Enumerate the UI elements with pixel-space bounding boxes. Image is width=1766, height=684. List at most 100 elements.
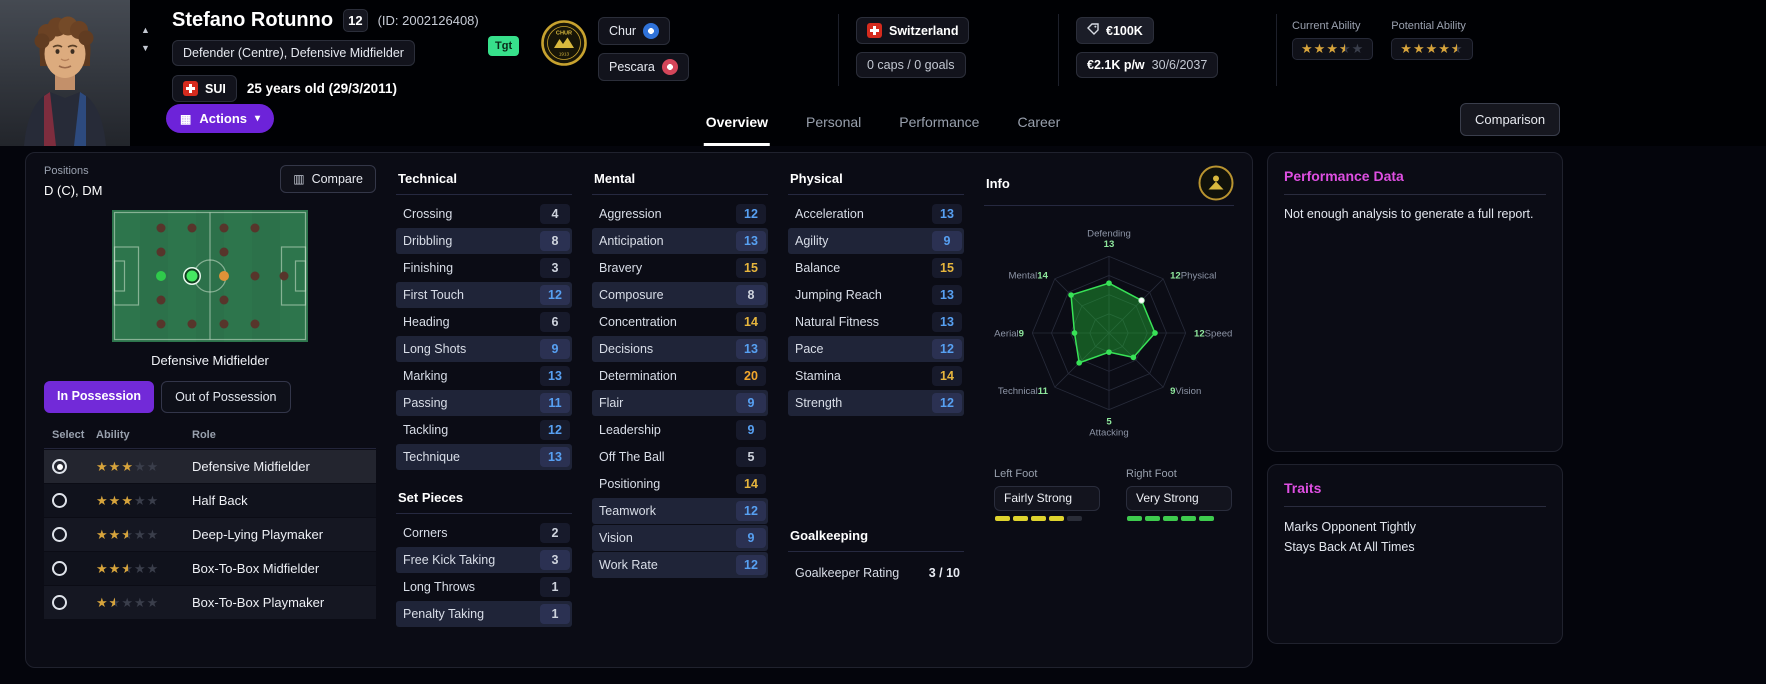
position-dot-none[interactable] xyxy=(219,247,229,257)
star-icon: ★ xyxy=(108,458,121,474)
position-dot-none[interactable] xyxy=(250,271,260,281)
attribute-value: 1 xyxy=(540,577,570,597)
role-select-radio[interactable] xyxy=(52,459,67,474)
tab-performance[interactable]: Performance xyxy=(899,114,980,130)
svg-text:1913: 1913 xyxy=(559,52,570,57)
loan-club-button[interactable]: Pescara xyxy=(598,53,689,81)
position-dot-none[interactable] xyxy=(156,223,166,233)
nationality-code: SUI xyxy=(205,81,226,96)
attribute-label: Stamina xyxy=(795,369,841,383)
left-foot-rating: Left Foot Fairly Strong xyxy=(994,468,1100,521)
position-dot-none[interactable] xyxy=(187,319,197,329)
attribute-row: Natural Fitness 13 xyxy=(788,309,964,335)
tab-career[interactable]: Career xyxy=(1017,114,1061,130)
position-dot-none[interactable] xyxy=(219,223,229,233)
international-block: Switzerland 0 caps / 0 goals xyxy=(856,17,970,78)
position-dot-none[interactable] xyxy=(187,223,197,233)
attribute-row: Leadership 9 xyxy=(592,417,768,443)
position-dot-none[interactable] xyxy=(156,319,166,329)
comparison-button[interactable]: Comparison xyxy=(1460,103,1561,136)
attribute-row: Long Shots 9 xyxy=(396,336,572,362)
tab-overview[interactable]: Overview xyxy=(703,102,771,146)
position-dot-none[interactable] xyxy=(250,319,260,329)
technical-header: Technical xyxy=(396,165,572,195)
attribute-row: Dribbling 8 xyxy=(396,228,572,254)
position-dot-selected[interactable] xyxy=(186,270,198,282)
position-dot-none[interactable] xyxy=(156,247,166,257)
svg-text:Aerial9: Aerial9 xyxy=(994,328,1024,339)
position-dot-none[interactable] xyxy=(219,319,229,329)
previous-player-button[interactable]: ▲ xyxy=(141,25,150,35)
technical-column: Technical Crossing 4 Dribbling 8 Finishing 3 F… xyxy=(396,165,572,655)
attribute-value: 8 xyxy=(540,231,570,251)
goalkeeping-header: Goalkeeping xyxy=(788,522,964,552)
role-row[interactable]: ★★★★★★Box-To-Box Playmaker xyxy=(44,586,376,619)
role-select-radio[interactable] xyxy=(52,561,67,576)
role-select-radio[interactable] xyxy=(52,595,67,610)
attribute-label: Finishing xyxy=(403,261,454,275)
role-row[interactable]: ★★★★★ Defensive Midfielder xyxy=(44,450,376,483)
role-name: Deep-Lying Playmaker xyxy=(192,527,324,542)
attribute-label: Natural Fitness xyxy=(795,315,880,329)
role-row[interactable]: ★★★★★★Box-To-Box Midfielder xyxy=(44,552,376,585)
role-select-radio[interactable] xyxy=(52,493,67,508)
out-of-possession-button[interactable]: Out of Possession xyxy=(161,381,291,413)
svg-text:Mental14: Mental14 xyxy=(1009,271,1049,282)
role-row[interactable]: ★★★★★★Deep-Lying Playmaker xyxy=(44,518,376,551)
position-dot-natural[interactable] xyxy=(156,271,166,281)
attribute-label: Free Kick Taking xyxy=(403,553,496,567)
role-select-radio[interactable] xyxy=(52,527,67,542)
club-button[interactable]: Chur xyxy=(598,17,671,45)
attribute-label: Dribbling xyxy=(403,234,453,248)
tab-personal[interactable]: Personal xyxy=(806,114,862,130)
club-crest[interactable]: CHUR 1913 xyxy=(541,20,587,66)
attribute-label: Positioning xyxy=(599,477,661,491)
star-icon: ★ xyxy=(1438,41,1450,56)
attribute-value: 11 xyxy=(540,393,570,413)
potential-ability-label: Potential Ability xyxy=(1391,20,1466,32)
attribute-label: Long Throws xyxy=(403,580,476,594)
attribute-label: Crossing xyxy=(403,207,453,221)
position-dot-none[interactable] xyxy=(250,223,260,233)
nation-name: Switzerland xyxy=(889,23,959,38)
attribute-value: 13 xyxy=(932,204,962,224)
in-possession-button[interactable]: In Possession xyxy=(44,381,155,413)
info-section: Info Defending 13 12Physical 12Speed 9Vision… xyxy=(984,165,1234,655)
attribute-value: 3 xyxy=(540,550,570,570)
player-header: ▲ ▼ Stefano Rotunno 12 (ID: 2002126408) … xyxy=(0,0,1766,146)
position-dot-none[interactable] xyxy=(219,295,229,305)
column-role: Role xyxy=(192,429,216,441)
position-pitch-map[interactable] xyxy=(112,210,308,342)
nation-button[interactable]: Switzerland xyxy=(856,17,970,44)
swiss-flag-icon xyxy=(183,81,198,96)
player-age: 25 years old (29/3/2011) xyxy=(246,81,397,96)
attribute-row: Flair 9 xyxy=(592,390,768,416)
attribute-value: 3 xyxy=(540,258,570,278)
next-player-button[interactable]: ▼ xyxy=(141,43,150,53)
attribute-row: Determination 20 xyxy=(592,363,768,389)
attribute-row: Acceleration 13 xyxy=(788,201,964,227)
star-icon: ★ xyxy=(121,458,133,474)
role-row[interactable]: ★★★★★ Half Back xyxy=(44,484,376,517)
position-dot-none[interactable] xyxy=(279,271,289,281)
attribute-row: Marking 13 xyxy=(396,363,572,389)
attribute-value: 13 xyxy=(932,312,962,332)
position-dot-accomplished[interactable] xyxy=(218,271,229,281)
position-dot-none[interactable] xyxy=(156,295,166,305)
compare-label: Compare xyxy=(311,172,363,186)
attribute-row: Corners 2 xyxy=(396,520,572,546)
actions-button[interactable]: ▦ Actions ▾ xyxy=(166,104,275,133)
attribute-row: Free Kick Taking 3 xyxy=(396,547,572,573)
role-ability-stars: ★★★★★★ xyxy=(96,526,192,544)
performance-data-title: Performance Data xyxy=(1284,168,1546,195)
attribute-row: Positioning 14 xyxy=(592,471,768,497)
transfer-target-badge: Tgt xyxy=(488,36,520,56)
header-divider xyxy=(838,14,839,86)
attribute-row: Work Rate 12 xyxy=(592,552,768,578)
attribute-value: 14 xyxy=(736,312,766,332)
right-foot-value: Very Strong xyxy=(1126,486,1232,511)
compare-button[interactable]: ▥ Compare xyxy=(280,165,376,193)
role-ability-stars: ★★★★★ xyxy=(96,458,192,476)
attribute-value: 12 xyxy=(540,285,570,305)
overview-panel: Positions D (C), DM ▥ Compare xyxy=(25,152,1253,668)
